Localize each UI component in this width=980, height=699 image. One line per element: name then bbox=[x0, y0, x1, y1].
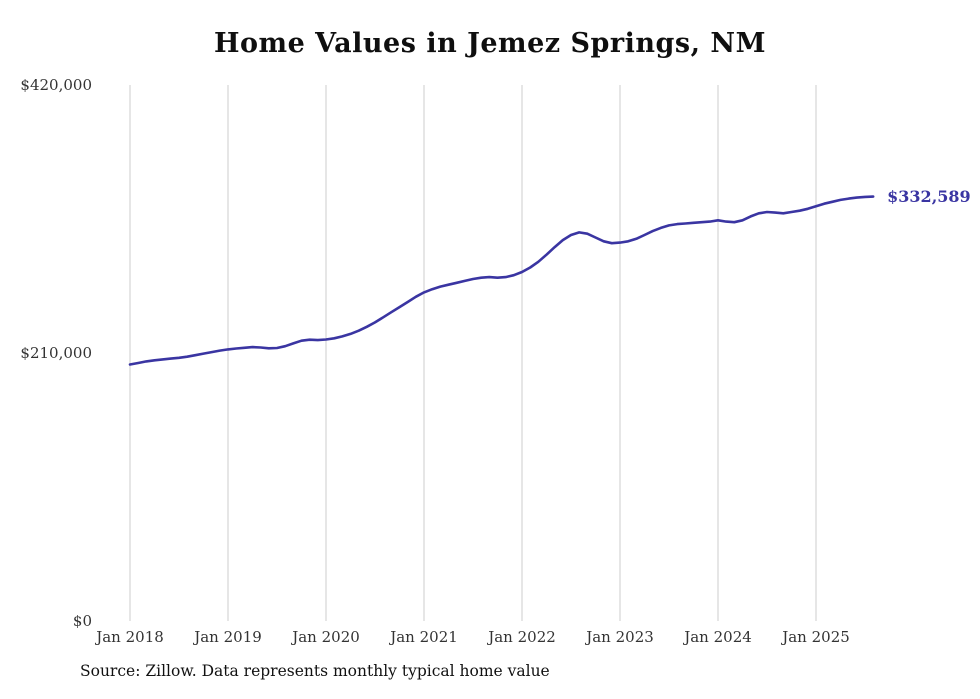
y-tick-label: $0 bbox=[72, 612, 92, 630]
x-tick-label: Jan 2024 bbox=[684, 628, 752, 646]
current-value-label: $332,589 bbox=[887, 186, 971, 206]
x-tick-label: Jan 2018 bbox=[96, 628, 164, 646]
x-tick-label: Jan 2023 bbox=[586, 628, 654, 646]
chart-title: Home Values in Jemez Springs, NM bbox=[214, 28, 766, 59]
y-tick-label: $210,000 bbox=[20, 344, 92, 362]
x-tick-label: Jan 2025 bbox=[782, 628, 850, 646]
y-tick-label: $420,000 bbox=[20, 76, 92, 94]
gridlines bbox=[129, 85, 817, 621]
home-value-line bbox=[128, 195, 875, 366]
series-group bbox=[128, 195, 875, 366]
x-tick-label: Jan 2021 bbox=[390, 628, 458, 646]
x-tick-label: Jan 2022 bbox=[488, 628, 556, 646]
x-tick-label: Jan 2020 bbox=[292, 628, 360, 646]
source-note: Source: Zillow. Data represents monthly … bbox=[80, 662, 550, 680]
x-tick-label: Jan 2019 bbox=[194, 628, 262, 646]
